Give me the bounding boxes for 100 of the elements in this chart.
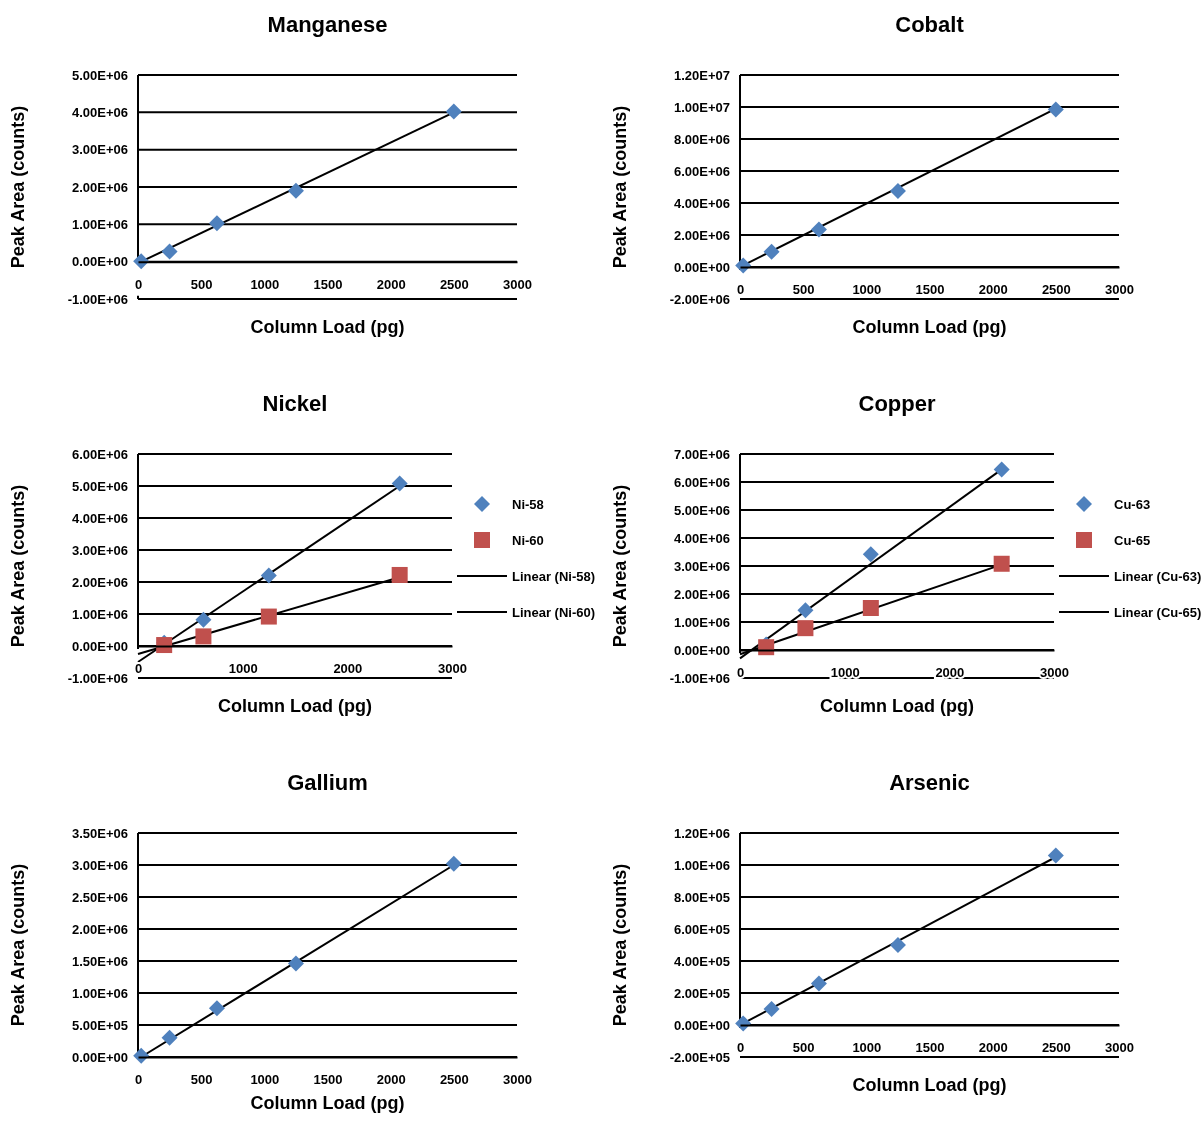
x-axis-title: Column Load (pg) [852,317,1007,337]
x-tick-label: 1500 [915,282,945,298]
y-tick-label: 0.00E+00 [71,1049,128,1065]
y-tick-label: 1.20E+06 [673,825,730,841]
x-tick-label: 2500 [439,1072,469,1088]
x-tick-label: 500 [190,276,213,292]
y-tick-label: 5.00E+05 [71,1017,128,1033]
y-axis-title: Peak Area (counts) [610,863,630,1027]
y-tick-label: 1.00E+06 [673,614,730,630]
y-tick-label: 6.00E+05 [673,921,730,937]
y-tick-label: 5.00E+06 [673,502,730,518]
y-tick-label: 2.00E+06 [673,586,730,602]
x-tick-label: 2000 [376,1072,406,1088]
point [763,1001,780,1017]
x-axis-title: Column Load (pg) [852,1075,1007,1095]
y-tick-label: -2.00E+05 [669,1049,730,1065]
point [735,257,752,274]
y-tick-label: 4.00E+06 [71,510,128,526]
y-tick-label: 4.00E+06 [673,195,730,211]
point [195,628,212,645]
x-tick-label: 1500 [313,1072,343,1088]
point [161,1029,178,1046]
legend-label: Linear (Cu-65) [1114,605,1202,620]
x-tick-label: 1000 [228,661,258,677]
chart-title: Copper [858,391,936,416]
y-tick-label: 4.00E+06 [71,104,128,120]
y-tick-label: -1.00E+06 [67,291,128,307]
x-tick-label: 3000 [1040,665,1069,681]
point [208,215,225,232]
y-tick-label: 1.00E+06 [71,216,128,232]
point [391,566,408,583]
x-axis-title: Column Load (pg) [218,696,372,716]
point [763,243,780,260]
y-tick-label: 1.50E+06 [71,953,128,969]
point [133,1047,150,1064]
y-tick-label: 5.00E+06 [71,67,128,83]
x-tick-label: 2500 [1041,282,1071,298]
y-axis-title: Peak Area (counts) [8,863,28,1027]
x-tick-label: 0 [736,282,745,298]
y-tick-label: 3.00E+06 [673,558,730,574]
point [1047,101,1064,118]
x-tick-label: 3000 [503,1072,532,1088]
y-tick-label: 8.00E+06 [673,131,730,147]
point [161,243,178,260]
point [1047,847,1064,864]
y-tick-label: 1.00E+06 [71,606,128,622]
x-tick-label: 0 [736,665,745,681]
y-tick-label: 6.00E+06 [71,446,128,462]
legend-label: Cu-65 [1114,533,1151,548]
x-tick-label: 3000 [1105,282,1134,298]
chart-title: Nickel [262,391,328,416]
y-tick-label: 2.00E+06 [71,574,128,590]
y-tick-label: 0.00E+00 [71,254,128,270]
y-tick-label: -1.00E+06 [67,670,128,686]
x-tick-label: 1500 [915,1040,945,1056]
y-tick-label: 8.00E+05 [673,889,730,905]
x-tick-label: 1000 [852,1040,882,1056]
x-tick-label: 0 [134,661,143,677]
x-tick-label: 500 [792,282,815,298]
point [993,555,1010,572]
y-tick-label: 1.00E+07 [673,99,730,115]
point [862,600,879,616]
point [810,221,827,238]
point [797,602,814,619]
x-tick-label: 0 [736,1040,745,1056]
y-axis-title: Peak Area (counts) [8,105,28,269]
y-tick-label: 1.00E+06 [673,857,730,873]
y-tick-label: 3.50E+06 [71,825,128,841]
x-axis-title: Column Load (pg) [250,317,405,337]
point [208,1000,225,1017]
x-tick-label: 3000 [503,276,532,292]
x-tick-label: 2000 [978,1040,1008,1056]
y-axis-title: Peak Area (counts) [610,105,630,269]
point [445,103,462,120]
y-tick-label: 2.00E+06 [673,227,730,243]
x-tick-label: 3000 [438,661,467,677]
y-tick-label: 7.00E+06 [673,446,730,462]
y-tick-label: 1.00E+06 [71,985,128,1001]
y-tick-label: 3.00E+06 [71,857,128,873]
y-tick-label: 2.00E+06 [71,179,128,195]
x-tick-label: 1000 [250,276,280,292]
y-axis-title: Peak Area (counts) [8,484,28,648]
chart-title: Cobalt [895,12,965,37]
y-tick-label: 6.00E+06 [673,474,730,490]
point [797,620,814,637]
point [445,855,462,872]
point [993,461,1010,478]
y-tick-label: 6.00E+06 [673,163,730,179]
x-tick-label: 2000 [376,276,406,292]
y-tick-label: 0.00E+00 [673,1017,730,1033]
y-tick-label: 5.00E+06 [71,478,128,494]
x-tick-label: 2000 [935,665,965,681]
x-tick-label: 2500 [439,276,469,292]
y-tick-label: 0.00E+00 [673,259,730,275]
x-tick-label: 2500 [1041,1040,1071,1056]
chart-title: Gallium [287,770,368,795]
x-tick-label: 500 [792,1040,815,1056]
y-tick-label: -2.00E+06 [669,291,730,307]
x-tick-label: 2000 [978,282,1008,298]
x-tick-label: 0 [134,1072,143,1088]
